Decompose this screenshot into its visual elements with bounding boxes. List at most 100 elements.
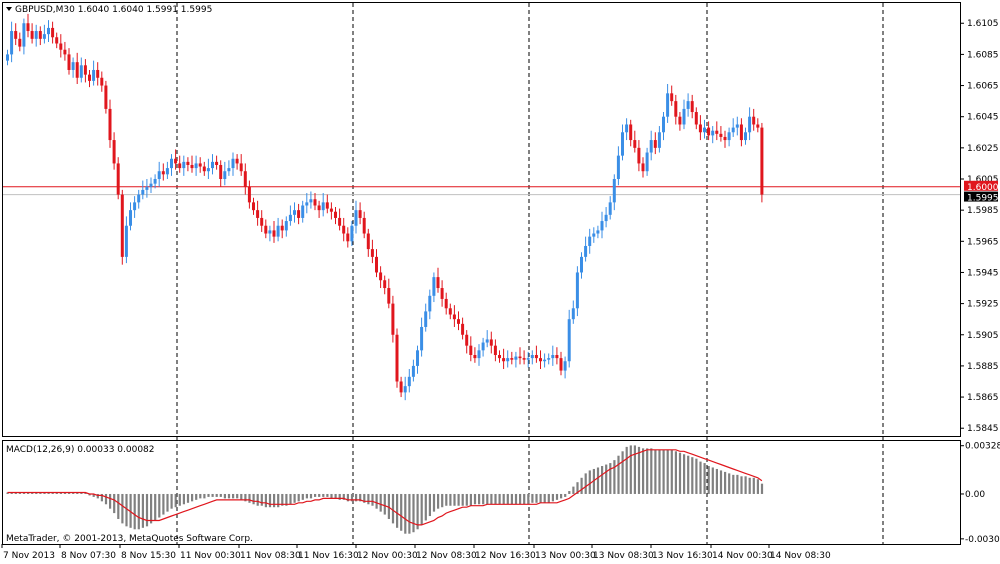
candle bbox=[264, 219, 268, 239]
macd-bar bbox=[281, 493, 284, 506]
macd-bar bbox=[740, 476, 743, 494]
macd-bar bbox=[359, 493, 362, 502]
macd-bar bbox=[342, 493, 345, 500]
candle bbox=[506, 350, 510, 368]
macd-bar bbox=[277, 493, 280, 508]
macd-bar bbox=[129, 493, 132, 528]
macd-bar bbox=[609, 463, 612, 494]
macd-pane-frame bbox=[2, 440, 961, 545]
candle bbox=[518, 347, 522, 365]
candle bbox=[399, 376, 403, 398]
candle bbox=[145, 179, 149, 198]
macd-bar bbox=[43, 492, 46, 494]
macd-bar bbox=[564, 493, 567, 497]
macd-bar bbox=[305, 493, 308, 499]
macd-bar bbox=[322, 493, 325, 497]
macd-bar bbox=[379, 493, 382, 512]
macd-bar bbox=[744, 476, 747, 494]
macd-bar bbox=[457, 493, 460, 506]
candle bbox=[51, 21, 55, 44]
macd-bar bbox=[72, 492, 75, 494]
candle bbox=[75, 52, 79, 84]
macd-tick-label: 0.00328 bbox=[965, 442, 1000, 452]
candle bbox=[293, 202, 296, 223]
macd-bar bbox=[355, 493, 358, 502]
macd-bar bbox=[178, 493, 181, 506]
macd-bar bbox=[715, 468, 718, 494]
macd-bar bbox=[596, 467, 600, 494]
symbol-dropdown-icon[interactable] bbox=[6, 7, 12, 11]
macd-bar bbox=[285, 493, 288, 506]
candle bbox=[625, 118, 629, 141]
macd-bar bbox=[346, 493, 349, 502]
last-price-label: 1.5995 bbox=[967, 194, 999, 204]
macd-bar bbox=[133, 493, 136, 530]
macd-bar bbox=[707, 466, 710, 494]
time-tick-label: 11 Nov 00:30 bbox=[180, 551, 241, 561]
candle bbox=[735, 116, 739, 136]
macd-bar bbox=[326, 493, 329, 497]
macd-bar bbox=[514, 493, 518, 505]
macd-bar bbox=[293, 493, 296, 503]
candle bbox=[202, 161, 206, 176]
macd-bar bbox=[39, 492, 42, 494]
macd-bar bbox=[22, 492, 26, 494]
candle bbox=[682, 99, 686, 130]
macd-bar bbox=[752, 477, 755, 494]
copyright-text: MetaTrader, © 2001-2013, MetaQuotes Soft… bbox=[6, 534, 253, 544]
candle bbox=[370, 239, 374, 264]
candle bbox=[288, 205, 292, 226]
time-tick-label: 13 Nov 00:30 bbox=[535, 551, 596, 561]
candle bbox=[580, 252, 583, 279]
macd-bar bbox=[76, 492, 79, 494]
macd-bar bbox=[736, 474, 739, 494]
candle bbox=[219, 160, 223, 187]
macd-bar bbox=[547, 493, 550, 503]
candle bbox=[436, 267, 440, 293]
candle bbox=[161, 163, 165, 181]
macd-bar bbox=[6, 492, 9, 494]
macd-bar bbox=[227, 493, 231, 499]
candle bbox=[96, 62, 100, 86]
candle bbox=[567, 309, 571, 368]
candle bbox=[92, 60, 96, 86]
macd-bar bbox=[588, 470, 591, 494]
candle bbox=[690, 94, 694, 119]
macd-bar bbox=[617, 455, 620, 494]
candle bbox=[79, 57, 83, 83]
candle bbox=[153, 174, 157, 189]
macd-bar bbox=[646, 448, 649, 494]
macd-bar bbox=[387, 493, 390, 519]
candle bbox=[715, 121, 719, 141]
candle bbox=[186, 157, 190, 172]
macd-bar bbox=[732, 474, 735, 494]
candle bbox=[194, 155, 198, 176]
time-tick-label: 7 Nov 2013 bbox=[3, 551, 55, 561]
candle bbox=[178, 155, 182, 173]
price-pane-frame bbox=[2, 2, 961, 437]
macd-bar bbox=[109, 493, 112, 509]
macd-bar bbox=[63, 492, 67, 494]
candle bbox=[141, 180, 145, 200]
macd-bar bbox=[519, 493, 522, 505]
candle bbox=[227, 160, 231, 176]
candle bbox=[432, 272, 436, 303]
macd-bar bbox=[137, 493, 140, 530]
macd-bar bbox=[432, 493, 436, 512]
macd-bar bbox=[486, 493, 489, 505]
macd-bar bbox=[535, 493, 538, 503]
macd-bar bbox=[584, 473, 587, 494]
candle bbox=[731, 118, 735, 137]
macd-bar bbox=[441, 493, 444, 508]
macd-bar bbox=[363, 493, 366, 503]
price-tick-label: 1.6045 bbox=[967, 113, 999, 123]
candle bbox=[448, 303, 452, 320]
macd-bar bbox=[560, 493, 563, 499]
candle bbox=[637, 140, 641, 172]
candle bbox=[313, 193, 317, 211]
level-price-label: 1.6000 bbox=[967, 183, 999, 193]
macd-bar bbox=[383, 493, 386, 515]
macd-bar bbox=[96, 493, 99, 499]
